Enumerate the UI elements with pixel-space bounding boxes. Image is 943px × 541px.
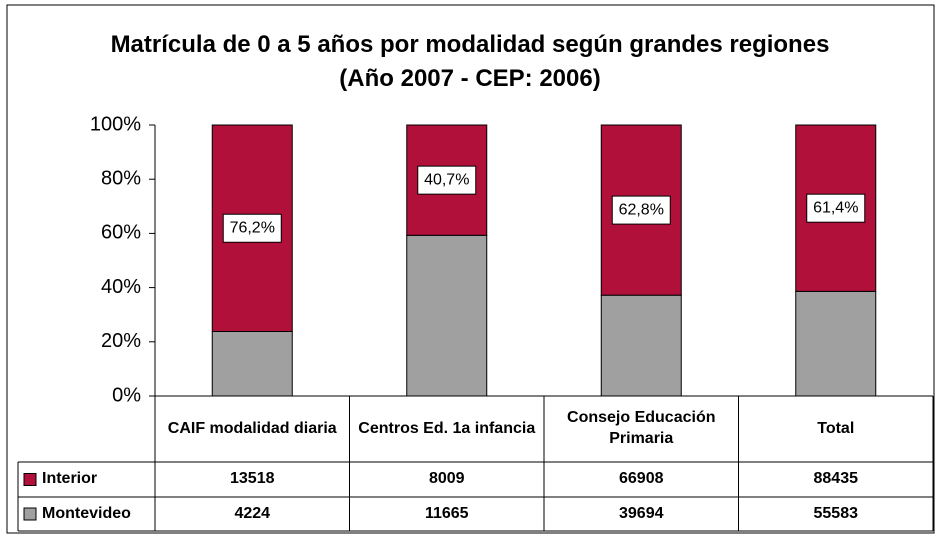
category-header: Total <box>739 396 934 462</box>
table-value-text: 66908 <box>619 470 664 488</box>
category-header: Consejo Educación Primaria <box>544 396 739 462</box>
table-value-text: 88435 <box>813 470 859 488</box>
data-label-box <box>611 195 671 225</box>
category-header: CAIF modalidad diaria <box>155 396 350 462</box>
legend-swatch <box>23 473 37 486</box>
data-label-box <box>417 165 477 195</box>
table-value: 13518 <box>155 462 350 497</box>
bar-segment <box>795 290 877 397</box>
y-tick-label: 80% <box>101 167 141 189</box>
table-value-text: 13518 <box>230 470 275 488</box>
legend-swatch <box>23 507 37 521</box>
y-tick-label: 0% <box>112 384 141 406</box>
table-value: 11665 <box>350 497 545 531</box>
table-value-text: 39694 <box>619 504 664 522</box>
table-value: 39694 <box>544 497 739 531</box>
table-value: 66908 <box>544 462 739 497</box>
table-value-text: 8009 <box>428 470 465 488</box>
data-label: 40,7% <box>424 171 469 188</box>
y-tick-label: 100% <box>90 113 141 135</box>
data-label-box <box>806 193 866 223</box>
data-label: 62,8% <box>619 201 664 218</box>
chart-border <box>6 4 935 534</box>
legend-label-text: Montevideo <box>42 504 131 522</box>
legend-label: Interior <box>38 462 155 497</box>
bar-segment <box>211 331 293 397</box>
table-value-text: 11665 <box>424 504 469 522</box>
category-header: Centros Ed. 1a infancia <box>350 396 545 462</box>
table-value: 88435 <box>739 462 934 497</box>
y-tick-label: 40% <box>101 276 141 298</box>
bar-segment <box>406 234 488 397</box>
category-header-text: Total <box>817 419 855 437</box>
legend-label: Montevideo <box>38 497 155 531</box>
data-label: 76,2% <box>230 219 275 236</box>
chart-title: Matrícula de 0 a 5 años por modalidad se… <box>110 31 830 92</box>
legend-label-text: Interior <box>42 470 98 488</box>
data-label: 61,4% <box>813 199 858 216</box>
category-header-text: CAIF modalidad diaria <box>167 419 337 437</box>
table-value: 55583 <box>739 497 934 531</box>
bar-segment <box>600 294 682 397</box>
table-value-text: 4224 <box>234 504 271 522</box>
table-value: 8009 <box>350 462 545 497</box>
category-header-text: Consejo Educación Primaria <box>567 409 716 447</box>
data-label-box <box>222 213 282 243</box>
y-tick-label: 20% <box>101 330 141 352</box>
category-header-text: Centros Ed. 1a infancia <box>358 419 536 437</box>
table-value-text: 55583 <box>813 504 859 522</box>
y-tick-label: 60% <box>101 222 141 244</box>
table-value: 4224 <box>155 497 350 531</box>
